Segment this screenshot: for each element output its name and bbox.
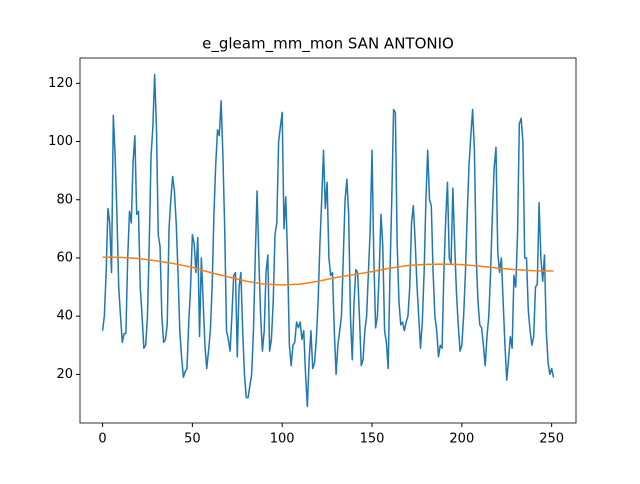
y-tick-label: 60 [56, 250, 73, 265]
x-tick-label: 200 [449, 432, 474, 447]
x-tick-label: 100 [270, 432, 295, 447]
chart-title: e_gleam_mm_mon SAN ANTONIO [202, 35, 454, 54]
x-tick-label: 150 [360, 432, 385, 447]
y-tick-label: 80 [56, 192, 73, 207]
plot-frame [79, 57, 577, 424]
series-line [102, 256, 554, 286]
y-tick-label: 40 [56, 309, 73, 324]
y-tick-label: 20 [56, 367, 73, 382]
x-tick-label: 50 [184, 432, 201, 447]
x-tick-label: 0 [98, 432, 106, 447]
y-tick-label: 120 [48, 76, 73, 91]
x-tick-label: 250 [539, 432, 564, 447]
y-tick-label: 100 [48, 134, 73, 149]
